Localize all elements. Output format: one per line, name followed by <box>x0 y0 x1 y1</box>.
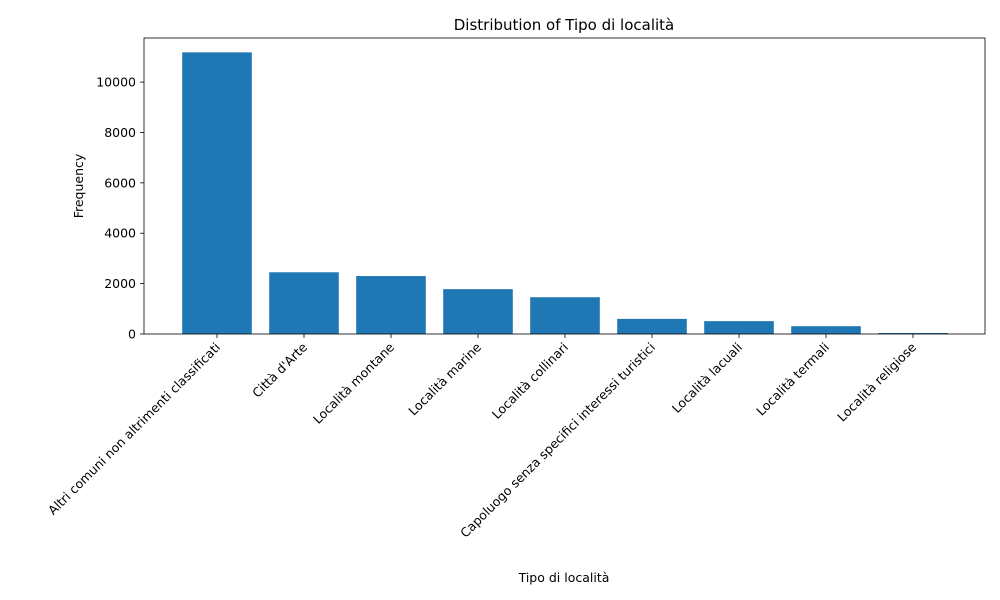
bar-3 <box>443 289 513 334</box>
bar-8 <box>878 332 948 334</box>
bar-7 <box>791 326 861 334</box>
y-tick-label: 6000 <box>104 175 136 190</box>
chart-title: Distribution of Tipo di località <box>454 16 675 34</box>
x-tick-label: Località montane <box>310 339 397 426</box>
x-axis-label: Tipo di località <box>518 570 610 585</box>
y-axis-label: Frequency <box>71 153 86 218</box>
x-tick-label: Altri comuni non altrimenti classificati <box>45 340 223 518</box>
y-axis-ticks: 0 2000 4000 6000 8000 10000 <box>96 75 144 342</box>
y-tick-label: 8000 <box>104 125 136 140</box>
bar-6 <box>704 321 774 334</box>
bar-1 <box>269 272 339 334</box>
y-tick-label: 0 <box>128 327 136 342</box>
x-tick-label: Città d'Arte <box>249 339 310 400</box>
y-tick-label: 10000 <box>96 75 136 90</box>
x-tick-label: Località religiose <box>834 339 919 424</box>
x-tick-label: Capoluogo senza specifici interessi turi… <box>457 340 658 541</box>
x-tick-label: Località lacuali <box>669 340 745 416</box>
bar-2 <box>356 276 426 334</box>
bar-5 <box>617 318 687 334</box>
x-tick-label: Località termali <box>753 340 832 419</box>
y-tick-label: 4000 <box>104 226 136 241</box>
x-tick-label: Località collinari <box>489 340 571 422</box>
x-axis-ticks: Altri comuni non altrimenti classificati… <box>45 334 919 541</box>
bar-0 <box>182 52 252 335</box>
bars-group <box>182 52 948 335</box>
x-tick-label: Località marine <box>405 339 484 418</box>
bar-4 <box>530 297 600 334</box>
y-tick-label: 2000 <box>104 276 136 291</box>
plot-frame <box>143 37 986 335</box>
